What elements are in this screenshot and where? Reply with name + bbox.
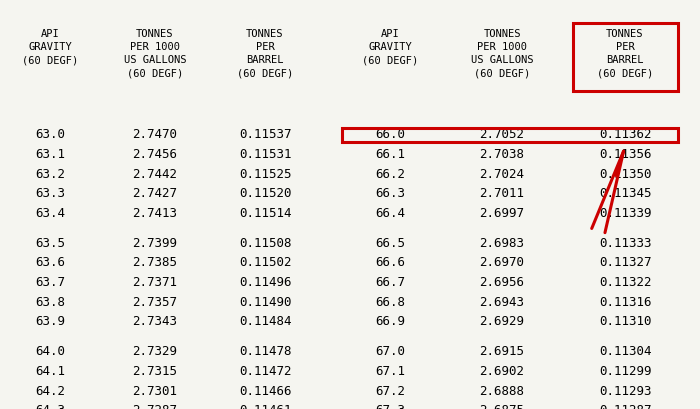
Text: 64.3: 64.3 bbox=[35, 404, 65, 409]
Text: 66.1: 66.1 bbox=[375, 148, 405, 161]
Text: 2.7052: 2.7052 bbox=[480, 128, 524, 142]
Text: 0.11287: 0.11287 bbox=[598, 404, 651, 409]
Text: API
GRAVITY
(60 DEGF): API GRAVITY (60 DEGF) bbox=[22, 29, 78, 65]
Text: 63.5: 63.5 bbox=[35, 237, 65, 250]
Text: 63.7: 63.7 bbox=[35, 276, 65, 289]
Text: 66.6: 66.6 bbox=[375, 256, 405, 270]
Text: 0.11502: 0.11502 bbox=[239, 256, 291, 270]
Text: 2.7011: 2.7011 bbox=[480, 187, 524, 200]
Text: 0.11514: 0.11514 bbox=[239, 207, 291, 220]
Text: 66.2: 66.2 bbox=[375, 168, 405, 181]
Text: 2.7399: 2.7399 bbox=[132, 237, 178, 250]
Text: 2.7024: 2.7024 bbox=[480, 168, 524, 181]
Text: 66.3: 66.3 bbox=[375, 187, 405, 200]
Text: 0.11461: 0.11461 bbox=[239, 404, 291, 409]
Text: 63.8: 63.8 bbox=[35, 296, 65, 309]
Text: TONNES
PER 1000
US GALLONS
(60 DEGF): TONNES PER 1000 US GALLONS (60 DEGF) bbox=[470, 29, 533, 78]
Text: 67.0: 67.0 bbox=[375, 345, 405, 358]
Text: 2.7329: 2.7329 bbox=[132, 345, 178, 358]
Text: 66.7: 66.7 bbox=[375, 276, 405, 289]
Text: 0.11478: 0.11478 bbox=[239, 345, 291, 358]
Text: 66.4: 66.4 bbox=[375, 207, 405, 220]
Text: 2.7371: 2.7371 bbox=[132, 276, 178, 289]
Text: 0.11472: 0.11472 bbox=[239, 365, 291, 378]
Text: 67.1: 67.1 bbox=[375, 365, 405, 378]
Text: 2.6915: 2.6915 bbox=[480, 345, 524, 358]
Text: 0.11356: 0.11356 bbox=[598, 148, 651, 161]
Text: 0.11484: 0.11484 bbox=[239, 315, 291, 328]
Text: 0.11537: 0.11537 bbox=[239, 128, 291, 142]
Text: 0.11316: 0.11316 bbox=[598, 296, 651, 309]
Text: 2.7287: 2.7287 bbox=[132, 404, 178, 409]
Text: 0.11345: 0.11345 bbox=[598, 187, 651, 200]
Bar bbox=[342, 128, 678, 142]
Text: 2.7315: 2.7315 bbox=[132, 365, 178, 378]
Text: 66.5: 66.5 bbox=[375, 237, 405, 250]
Text: 2.6888: 2.6888 bbox=[480, 384, 524, 398]
Text: 0.11350: 0.11350 bbox=[598, 168, 651, 181]
Text: 2.6970: 2.6970 bbox=[480, 256, 524, 270]
Text: 0.11508: 0.11508 bbox=[239, 237, 291, 250]
Text: 2.7456: 2.7456 bbox=[132, 148, 178, 161]
Text: 67.3: 67.3 bbox=[375, 404, 405, 409]
Text: 66.0: 66.0 bbox=[375, 128, 405, 142]
Text: 66.8: 66.8 bbox=[375, 296, 405, 309]
Text: 0.11531: 0.11531 bbox=[239, 148, 291, 161]
Text: 0.11490: 0.11490 bbox=[239, 296, 291, 309]
Text: 0.11339: 0.11339 bbox=[598, 207, 651, 220]
Text: 63.1: 63.1 bbox=[35, 148, 65, 161]
Text: 63.2: 63.2 bbox=[35, 168, 65, 181]
Text: TONNES
PER
BARREL
(60 DEGF): TONNES PER BARREL (60 DEGF) bbox=[237, 29, 293, 78]
Text: 0.11333: 0.11333 bbox=[598, 237, 651, 250]
Text: 2.7038: 2.7038 bbox=[480, 148, 524, 161]
Text: 0.11520: 0.11520 bbox=[239, 187, 291, 200]
Text: 63.6: 63.6 bbox=[35, 256, 65, 270]
Text: 2.6983: 2.6983 bbox=[480, 237, 524, 250]
Text: 0.11310: 0.11310 bbox=[598, 315, 651, 328]
Text: 63.9: 63.9 bbox=[35, 315, 65, 328]
Text: 64.1: 64.1 bbox=[35, 365, 65, 378]
Text: 2.7413: 2.7413 bbox=[132, 207, 178, 220]
Text: 63.3: 63.3 bbox=[35, 187, 65, 200]
Text: 2.7470: 2.7470 bbox=[132, 128, 178, 142]
Text: 2.7357: 2.7357 bbox=[132, 296, 178, 309]
Text: TONNES
PER 1000
US GALLONS
(60 DEGF): TONNES PER 1000 US GALLONS (60 DEGF) bbox=[124, 29, 186, 78]
Text: 63.4: 63.4 bbox=[35, 207, 65, 220]
Text: 2.6902: 2.6902 bbox=[480, 365, 524, 378]
Text: API
GRAVITY
(60 DEGF): API GRAVITY (60 DEGF) bbox=[362, 29, 418, 65]
Text: 2.6875: 2.6875 bbox=[480, 404, 524, 409]
Text: 64.2: 64.2 bbox=[35, 384, 65, 398]
Text: 0.11327: 0.11327 bbox=[598, 256, 651, 270]
Text: 0.11496: 0.11496 bbox=[239, 276, 291, 289]
Text: 2.7385: 2.7385 bbox=[132, 256, 178, 270]
Text: 2.7343: 2.7343 bbox=[132, 315, 178, 328]
Text: 0.11322: 0.11322 bbox=[598, 276, 651, 289]
Text: 66.9: 66.9 bbox=[375, 315, 405, 328]
Text: 0.11299: 0.11299 bbox=[598, 365, 651, 378]
Bar bbox=[573, 22, 678, 91]
Text: 2.7301: 2.7301 bbox=[132, 384, 178, 398]
Text: 2.6929: 2.6929 bbox=[480, 315, 524, 328]
Text: 0.11362: 0.11362 bbox=[598, 128, 651, 142]
Text: 0.11304: 0.11304 bbox=[598, 345, 651, 358]
Text: TONNES
PER
BARREL
(60 DEGF): TONNES PER BARREL (60 DEGF) bbox=[597, 29, 653, 78]
Text: 2.6943: 2.6943 bbox=[480, 296, 524, 309]
Text: 63.0: 63.0 bbox=[35, 128, 65, 142]
Text: 2.7442: 2.7442 bbox=[132, 168, 178, 181]
Text: 2.7427: 2.7427 bbox=[132, 187, 178, 200]
Text: 64.0: 64.0 bbox=[35, 345, 65, 358]
Text: 0.11525: 0.11525 bbox=[239, 168, 291, 181]
Text: 0.11466: 0.11466 bbox=[239, 384, 291, 398]
Text: 2.6956: 2.6956 bbox=[480, 276, 524, 289]
Text: 2.6997: 2.6997 bbox=[480, 207, 524, 220]
Text: 0.11293: 0.11293 bbox=[598, 384, 651, 398]
Text: 67.2: 67.2 bbox=[375, 384, 405, 398]
